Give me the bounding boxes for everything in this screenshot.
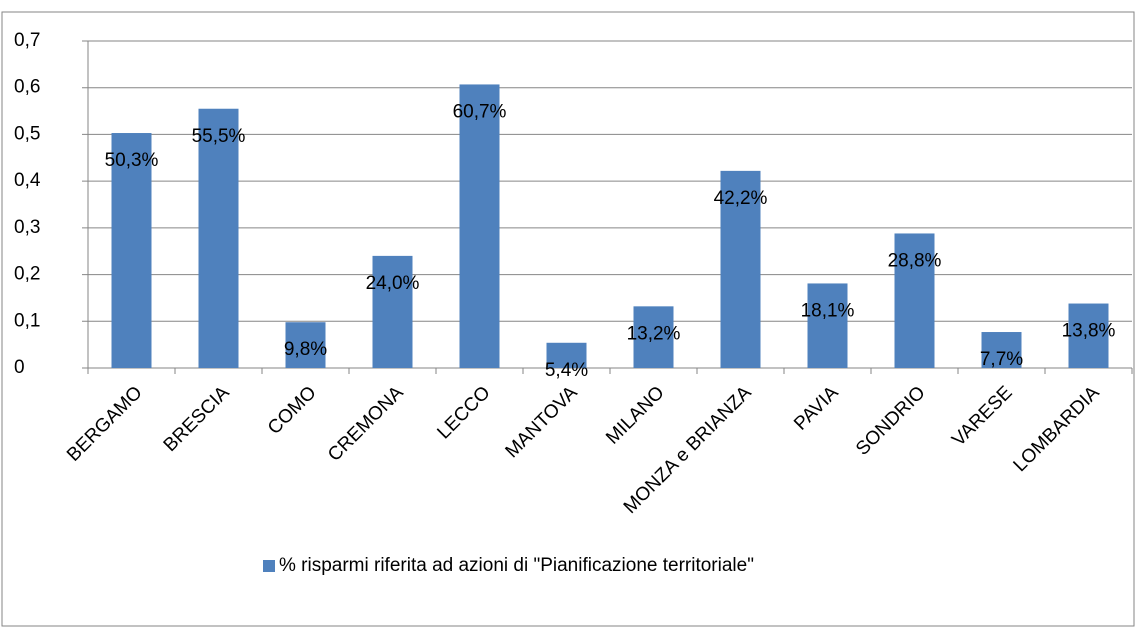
data-label: 28,8% (888, 250, 942, 271)
y-tick-label: 0,2 (14, 264, 40, 285)
data-label: 18,1% (801, 300, 855, 321)
y-tick-label: 0,1 (14, 310, 40, 331)
bar (111, 133, 152, 368)
bar (459, 84, 500, 369)
y-tick-label: 0,3 (14, 217, 40, 238)
x-tick-label: MANTOVA (502, 382, 582, 462)
data-label: 55,5% (192, 126, 246, 147)
bar (546, 342, 587, 368)
data-label: 50,3% (105, 150, 159, 171)
data-label: 9,8% (284, 339, 327, 360)
y-tick-label: 0,4 (14, 170, 41, 191)
legend-label: % risparmi riferita ad azioni di "Pianif… (279, 555, 754, 576)
bar (720, 170, 761, 368)
x-tick-label: LOMBARDIA (1010, 382, 1104, 476)
x-tick-label: COMO (264, 382, 321, 439)
bar (894, 233, 935, 368)
data-label: 24,0% (366, 273, 420, 294)
bar (981, 332, 1022, 368)
data-label: 13,8% (1062, 321, 1116, 342)
bar (1068, 303, 1109, 368)
y-tick-label: 0,6 (14, 77, 40, 98)
x-tick-label: SONDRIO (852, 382, 930, 460)
y-tick-label: 0,5 (14, 123, 40, 144)
x-tick-label: VARESE (948, 382, 1016, 450)
y-tick-label: 0,7 (14, 30, 40, 51)
bar (198, 108, 239, 368)
x-tick-label: BRESCIA (160, 382, 234, 456)
data-label: 5,4% (545, 360, 588, 381)
x-tick-label: PAVIA (790, 382, 843, 435)
data-label: 13,2% (627, 323, 681, 344)
bar (633, 306, 674, 368)
y-tick-label: 0 (14, 357, 25, 378)
legend-swatch (263, 560, 275, 572)
x-tick-label: CREMONA (324, 382, 408, 466)
data-label: 42,2% (714, 188, 768, 209)
bar (807, 283, 848, 368)
x-tick-label: BERGAMO (63, 382, 147, 466)
data-label: 60,7% (453, 101, 507, 122)
bar (372, 255, 413, 368)
x-tick-label: LECCO (433, 382, 494, 443)
x-tick-label: MILANO (602, 382, 668, 448)
chart-frame (1, 11, 1135, 627)
data-label: 7,7% (980, 349, 1023, 370)
bar (285, 322, 326, 368)
